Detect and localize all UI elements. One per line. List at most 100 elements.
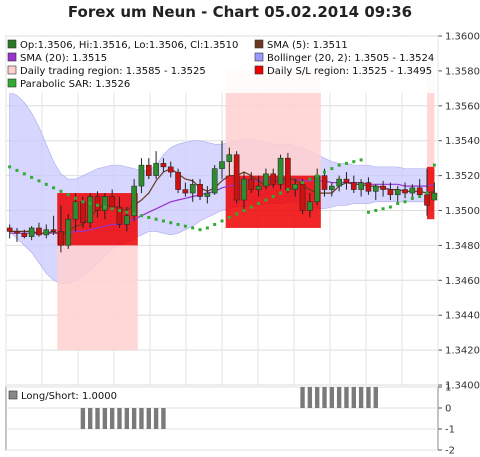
y-tick-label: 1.3480 [445,241,480,252]
candle [387,182,394,201]
candle-body [167,166,174,173]
candle [182,182,189,197]
y-tick-label: 1.3460 [445,276,480,287]
candle-body [387,189,394,196]
candle [270,168,277,188]
candle-body [28,227,35,237]
candle [431,182,438,201]
candle-body [182,189,189,194]
candle-body [219,161,225,169]
candle-body [124,215,130,225]
candle-body [65,218,72,246]
long-short-bar [80,408,86,429]
candle-body [87,196,94,223]
candle [28,226,35,241]
long-short-bar [153,408,159,429]
long-short-panel: 1 0 -1 -2 Long/Short: 1.0000 [5,383,455,457]
candle [167,161,174,178]
candle-body [175,171,181,190]
sar-dot [110,207,114,211]
sar-dot [30,175,34,179]
candle [138,158,145,194]
price-panel: 1.3400 1.3420 1.3440 1.3460 1.3480 1.3500 1.35… [5,32,480,392]
sar-dot [183,224,187,228]
candle-body [102,196,108,211]
candle-body [94,196,101,211]
long-short-bar [102,408,108,429]
sar-dot [125,210,129,214]
sar-dot [213,222,217,226]
candle-body [138,164,145,187]
candle [358,179,364,197]
trading-region [427,62,435,211]
candle-body [285,157,291,190]
legend-swatch [7,52,17,62]
sub-legend: Long/Short: 1.0000 [8,390,117,402]
sub-legend-label: Long/Short: 1.0000 [21,391,117,402]
sar-dot [235,212,239,216]
sar-dot [388,205,392,209]
candle-body [394,189,401,196]
legend-swatch [7,39,17,49]
sar-dot [96,203,100,207]
sar-dot [279,191,283,195]
legend-label: SMA (5): 1.3511 [267,40,348,51]
sar-dot [271,195,275,199]
sar-dot [205,226,209,230]
sar-dot [198,228,202,232]
y-tick-label: 1.3600 [445,32,480,43]
candle-body [226,154,233,162]
long-short-bar [336,387,342,408]
sar-dot [176,222,180,226]
candle [211,165,218,195]
sar-dot [323,170,327,174]
candle [197,179,203,201]
candle [402,182,408,199]
legend-item: Daily trading region: 1.3585 - 1.3525 [7,65,206,77]
legend-swatch [254,39,264,49]
legend-swatch [7,78,17,88]
legend-item: Daily S/L region: 1.3525 - 1.3495 [254,65,432,77]
candle-body [270,173,277,185]
long-short-bar [366,387,371,408]
candle [277,154,284,190]
sar-dot [66,193,70,197]
candle [350,175,357,194]
sar-dot [44,182,48,186]
sar-dot [418,195,422,199]
candle-body [233,154,240,201]
candle-body [263,173,269,187]
sar-dot [37,179,41,183]
sar-dot [22,172,26,176]
candle-body [314,175,320,203]
candle-body [372,185,379,192]
sar-dot [264,198,268,202]
candle [372,184,379,201]
candle [116,196,123,228]
candle-body [365,182,372,192]
long-short-bar [139,408,144,429]
legend-item: Parabolic SAR: 1.3526 [7,78,130,90]
legend-item: Bollinger (20, 2): 1.3505 - 1.3524 [254,52,434,64]
sar-dot [154,217,158,221]
sar-dot [117,209,121,212]
candle [175,168,181,194]
legend-item: Op:1.3506, Hi:1.3516, Lo:1.3506, Cl:1.35… [7,39,238,51]
candle-body [211,168,218,194]
candle-body [58,231,64,246]
candle-body [343,178,350,183]
candle-body [43,229,50,236]
candle-body [277,157,284,185]
candle-body [350,182,357,190]
sar-dot [366,210,370,214]
sar-dot [396,202,400,206]
candle-body [153,163,159,176]
y-tick-label: 1.3560 [445,101,480,112]
legend-label: Daily trading region: 1.3585 - 1.3525 [20,66,206,77]
sar-dot [103,205,107,209]
sar-dot [257,202,261,206]
candle [219,140,225,180]
candle-body [241,178,247,201]
long-short-bar [117,408,122,429]
sar-dot [374,209,378,212]
